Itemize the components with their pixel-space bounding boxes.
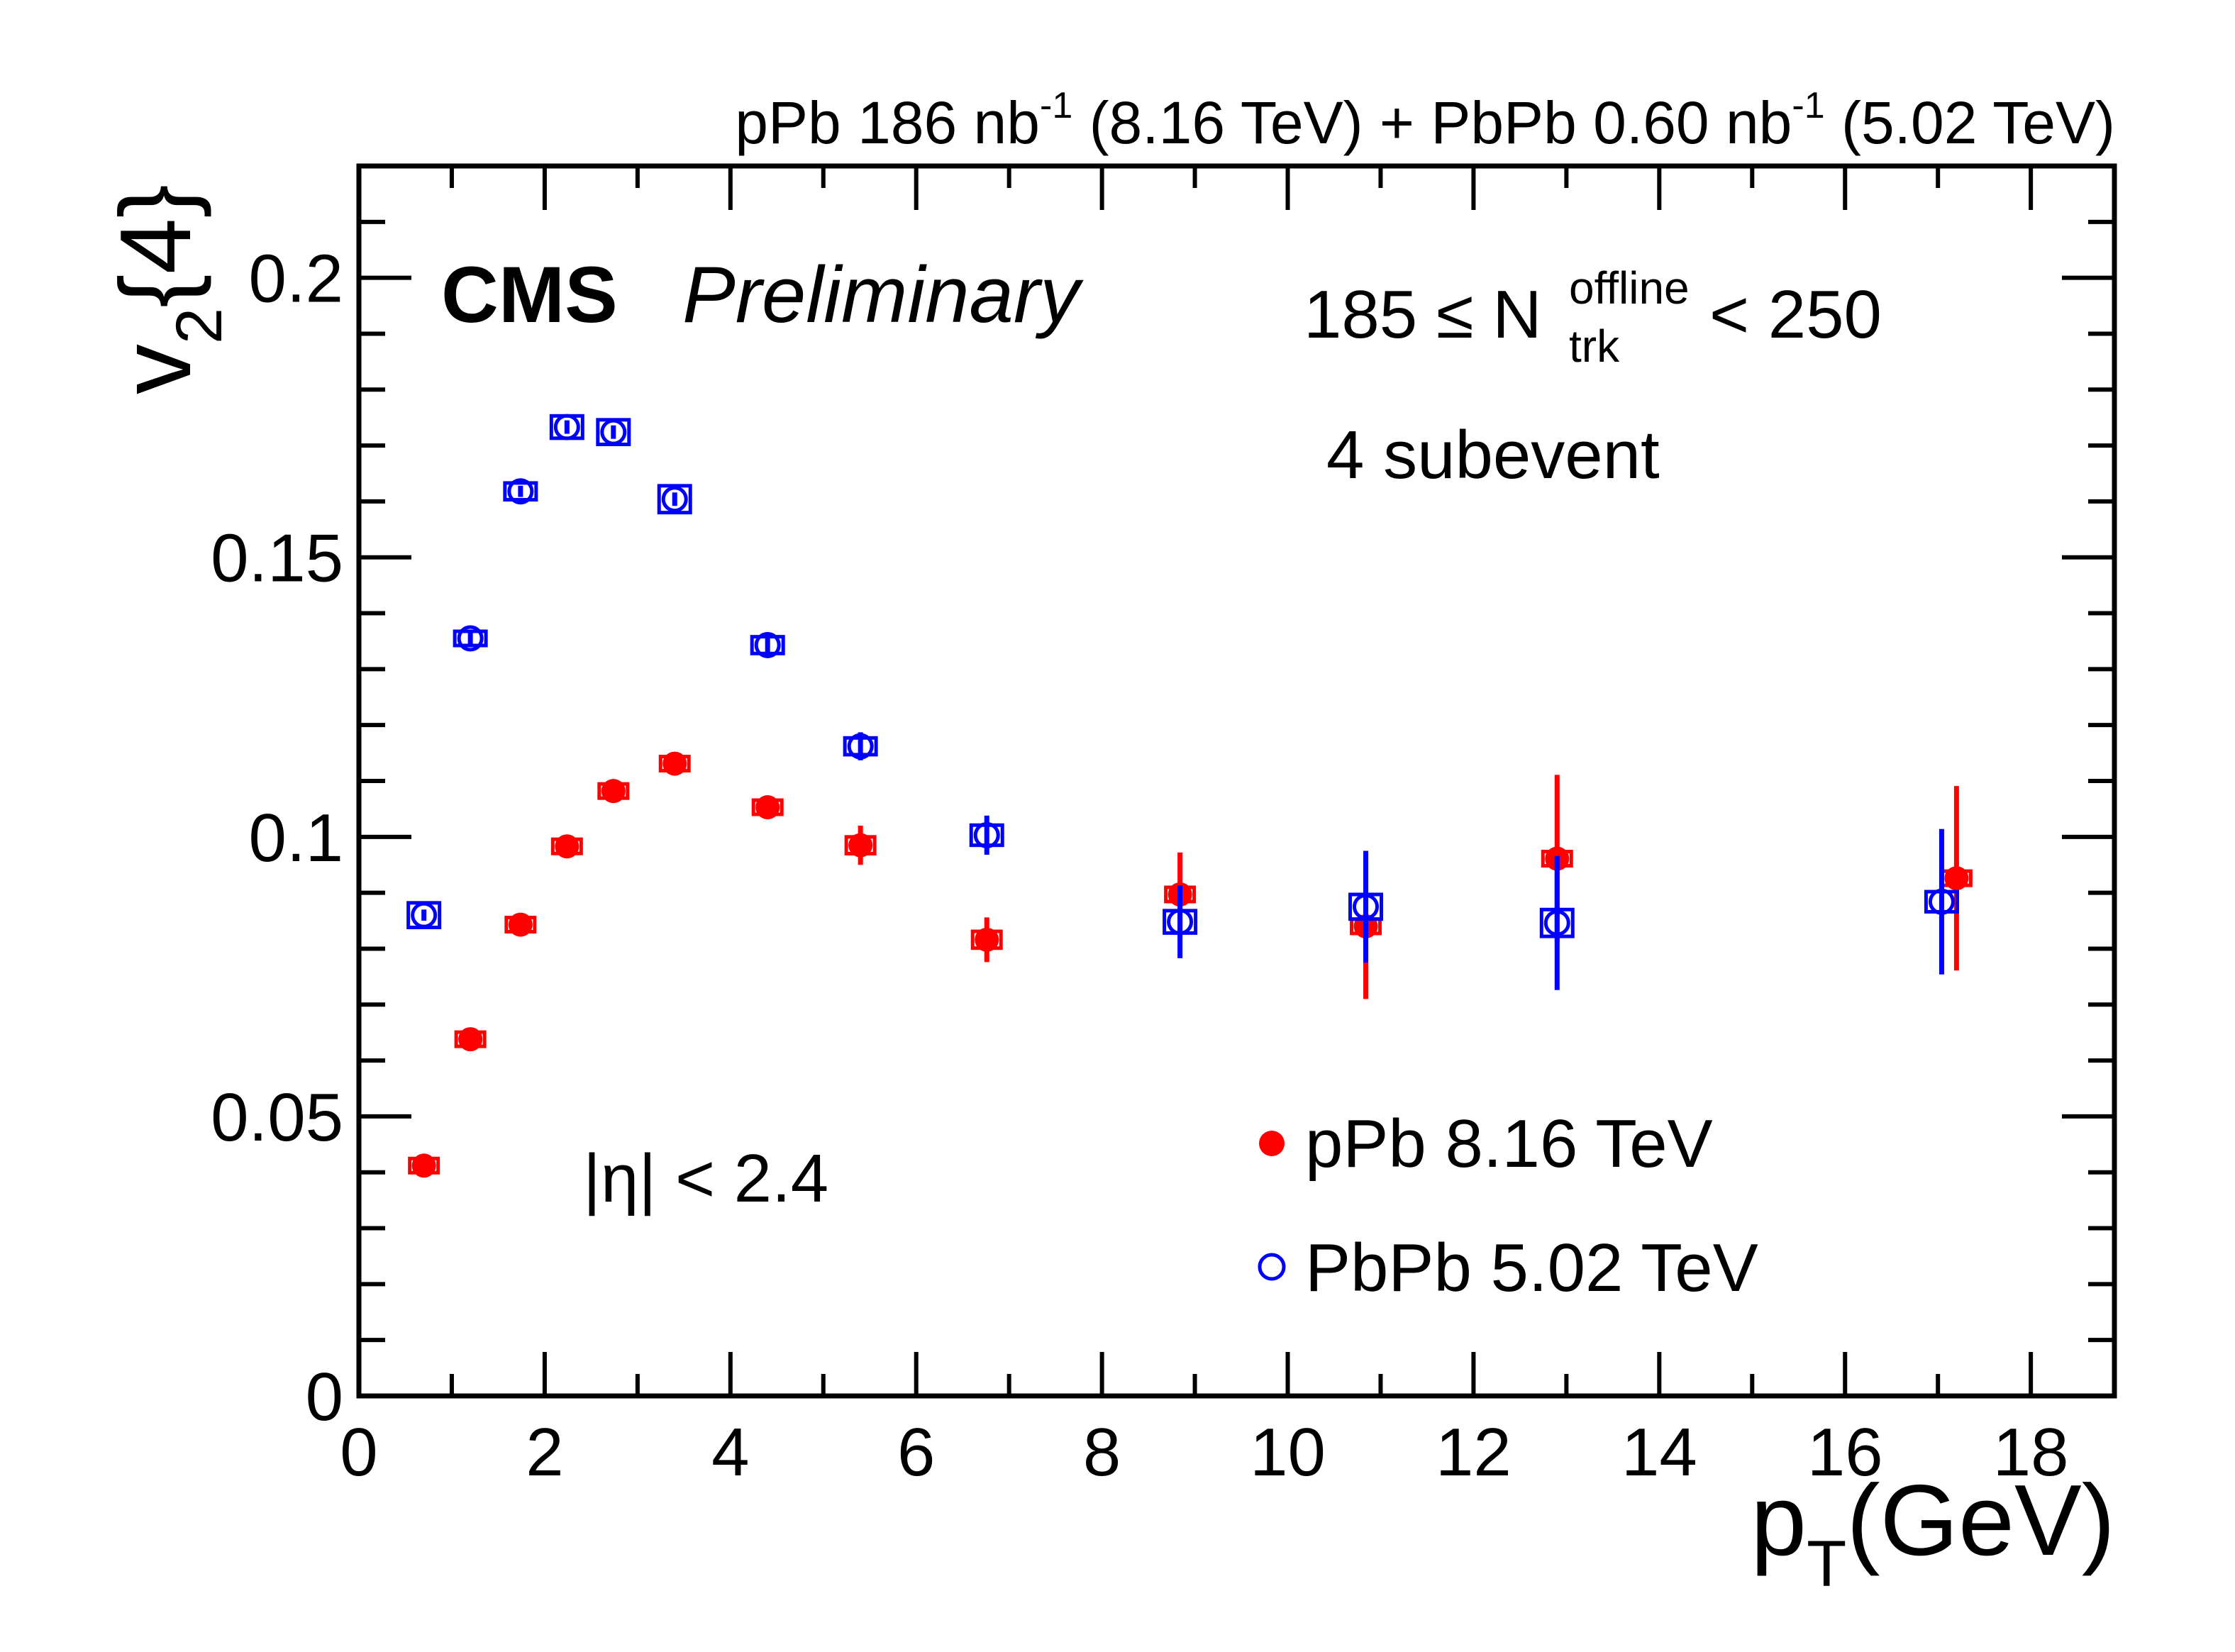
syst-error-box <box>843 736 878 757</box>
x-tick-label: 14 <box>1621 1414 1697 1490</box>
x-tick-label: 16 <box>1807 1414 1883 1490</box>
series-pbpb <box>406 414 1959 990</box>
cms-label: CMS <box>441 250 618 339</box>
y-tick-label: 0 <box>306 1359 343 1435</box>
tick-labels: 0 2 4 6 8 10 12 14 16 18 0 0.05 0.1 0.15 0.2 <box>211 241 2068 1490</box>
y-axis-title-main: v <box>99 344 212 394</box>
x-tick-label: 2 <box>526 1414 563 1490</box>
multiplicity-superscript: offline <box>1569 262 1690 314</box>
data-point <box>754 631 781 658</box>
x-tick-label: 18 <box>1993 1414 2069 1490</box>
x-tick-label: 10 <box>1250 1414 1326 1490</box>
multiplicity-label: 185 ≤ N <box>1304 277 1542 353</box>
x-axis-title-sub: T <box>1807 1528 1846 1600</box>
x-tick-label: 4 <box>711 1414 749 1490</box>
data-point <box>508 912 533 937</box>
syst-error-box <box>1539 907 1575 938</box>
data-point <box>601 779 626 804</box>
legend: pPb 8.16 TeV PbPb 5.02 TeV <box>1258 1106 1758 1306</box>
header-sup-1: -1 <box>1040 85 1072 126</box>
luminosity-header: pPb 186 nb-1 (8.16 TeV) + PbPb 0.60 nb-1… <box>735 85 2115 156</box>
data-point <box>1167 909 1194 936</box>
y-tick-label: 0.2 <box>249 241 343 317</box>
x-axis-title-unit: (GeV) <box>1846 1464 2115 1577</box>
data-point <box>973 821 1000 848</box>
x-axis-title-main: p <box>1751 1464 1807 1577</box>
syst-error-box <box>657 484 692 515</box>
y-tick-label: 0.15 <box>211 521 343 597</box>
data-point <box>1928 888 1955 915</box>
y-axis-title-suffix: {4} <box>99 184 212 308</box>
data-point <box>848 833 873 858</box>
x-tick-label: 12 <box>1436 1414 1512 1490</box>
data-point <box>411 902 438 928</box>
data-point <box>457 625 484 652</box>
data-point <box>661 486 688 513</box>
axis-ticks <box>357 164 2114 1398</box>
data-point <box>600 418 627 445</box>
data-point <box>662 751 687 776</box>
x-tick-label: 8 <box>1083 1414 1121 1490</box>
x-axis-title: pT(GeV) <box>1751 1464 2115 1600</box>
data-point <box>553 414 580 440</box>
eta-label: |η| < 2.4 <box>583 1141 828 1216</box>
preliminary-label: Preliminary <box>682 250 1084 339</box>
y-axis-title: v2{4} <box>99 184 235 394</box>
data-point <box>458 1027 483 1052</box>
data-point <box>507 478 534 505</box>
data-point <box>755 795 780 820</box>
multiplicity-prefix: 185 ≤ N <box>1304 277 1542 353</box>
x-tick-label: 0 <box>340 1414 377 1490</box>
legend-label-ppb: pPb 8.16 TeV <box>1305 1106 1713 1182</box>
data-point <box>1543 909 1570 936</box>
header-part-3: (5.02 TeV) <box>1825 89 2115 156</box>
plot-frame <box>356 163 2117 1399</box>
header-sup-2: -1 <box>1792 85 1824 126</box>
syst-error-box <box>503 481 538 502</box>
data-point <box>975 927 999 952</box>
data-point <box>555 834 579 859</box>
data-point <box>1944 866 1969 891</box>
header-part-2: (8.16 TeV) + PbPb 0.60 nb <box>1072 89 1792 156</box>
y-tick-label: 0.1 <box>249 800 343 876</box>
y-axis-title-sub: 2 <box>163 308 235 344</box>
data-point <box>847 733 874 760</box>
multiplicity-suffix: < 250 <box>1709 277 1882 353</box>
method-label: 4 subevent <box>1326 417 1660 493</box>
syst-error-box <box>750 635 785 655</box>
y-tick-label: 0.05 <box>211 1080 343 1155</box>
syst-error-box <box>453 629 488 648</box>
data-series <box>406 414 1973 1178</box>
legend-label-pbpb: PbPb 5.02 TeV <box>1305 1230 1758 1306</box>
x-tick-label: 6 <box>897 1414 935 1490</box>
legend-marker-pbpb <box>1258 1253 1286 1281</box>
data-point <box>1353 893 1380 920</box>
multiplicity-subscript: trk <box>1569 321 1620 372</box>
legend-marker-ppb <box>1259 1131 1285 1156</box>
data-point <box>411 1153 436 1178</box>
header-part-1: pPb 186 nb <box>735 89 1040 156</box>
series-ppb <box>408 751 1973 1178</box>
